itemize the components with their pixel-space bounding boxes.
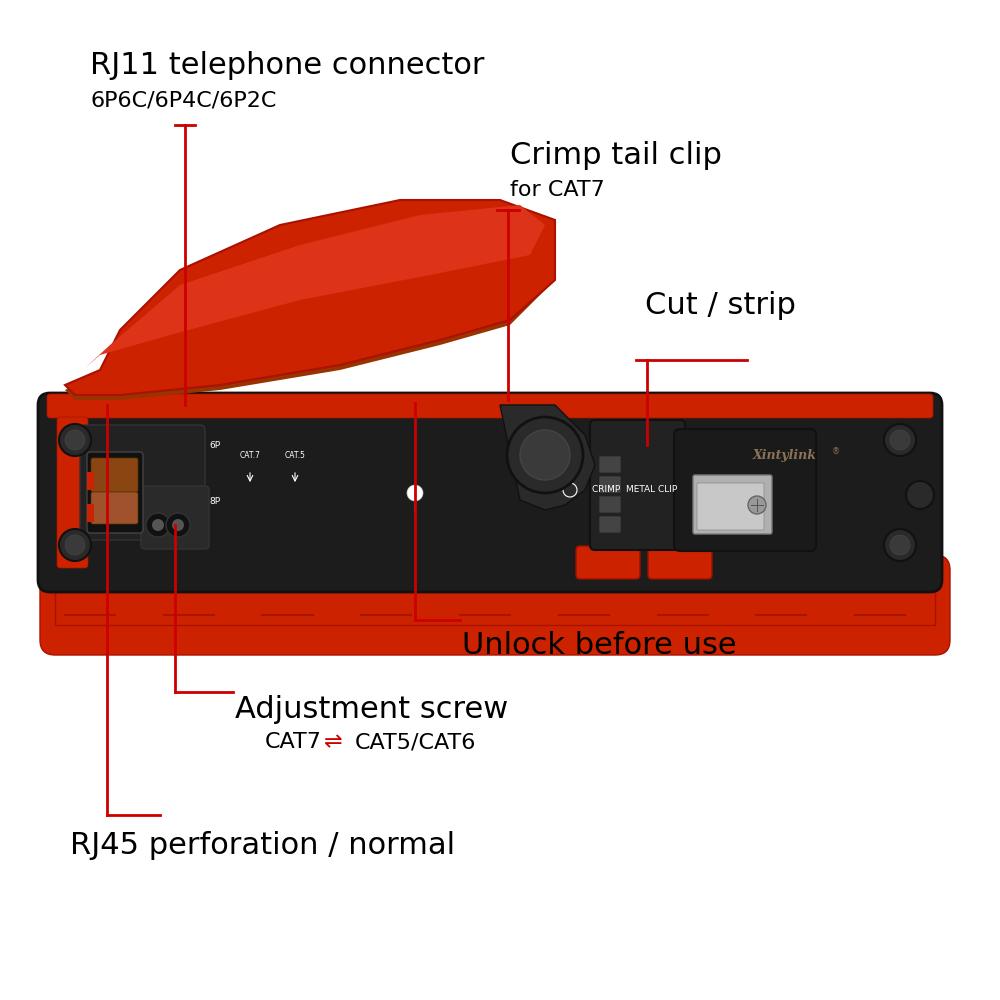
Circle shape [152, 519, 164, 531]
FancyBboxPatch shape [697, 483, 764, 530]
Text: RJ45 perforation / normal: RJ45 perforation / normal [70, 830, 455, 859]
FancyBboxPatch shape [674, 429, 816, 551]
FancyBboxPatch shape [87, 452, 143, 533]
Text: 6P6C/6P4C/6P2C: 6P6C/6P4C/6P2C [90, 90, 276, 110]
Circle shape [146, 513, 170, 537]
Polygon shape [55, 580, 935, 625]
Text: Crimp tail clip: Crimp tail clip [510, 140, 722, 169]
Circle shape [65, 430, 85, 450]
FancyBboxPatch shape [91, 458, 138, 492]
FancyBboxPatch shape [648, 546, 712, 579]
Text: Cut / strip: Cut / strip [645, 290, 796, 320]
FancyBboxPatch shape [40, 555, 950, 655]
Circle shape [59, 424, 91, 456]
Circle shape [890, 535, 910, 555]
Circle shape [65, 535, 85, 555]
Circle shape [748, 496, 766, 514]
Text: CAT7: CAT7 [265, 732, 322, 752]
Circle shape [890, 430, 910, 450]
FancyBboxPatch shape [599, 516, 621, 533]
Bar [87, 472, 94, 490]
Polygon shape [85, 205, 545, 368]
Circle shape [520, 430, 570, 480]
FancyBboxPatch shape [141, 486, 209, 549]
FancyBboxPatch shape [80, 425, 205, 540]
Bar [87, 504, 94, 522]
Text: Unlock before use: Unlock before use [462, 631, 737, 660]
Circle shape [407, 485, 423, 501]
FancyBboxPatch shape [590, 420, 685, 550]
Polygon shape [500, 405, 595, 510]
Circle shape [884, 424, 916, 456]
Text: CRIMP  METAL CLIP: CRIMP METAL CLIP [592, 486, 678, 494]
FancyBboxPatch shape [576, 546, 640, 579]
FancyBboxPatch shape [599, 456, 621, 473]
FancyBboxPatch shape [599, 496, 621, 513]
Text: CAT.7: CAT.7 [240, 450, 260, 460]
Text: RJ11 telephone connector: RJ11 telephone connector [90, 50, 484, 80]
Text: 6P: 6P [209, 440, 221, 450]
FancyBboxPatch shape [47, 394, 933, 418]
Text: CAT5/CAT6: CAT5/CAT6 [355, 732, 476, 752]
Text: CAT.5: CAT.5 [285, 450, 305, 460]
FancyBboxPatch shape [599, 476, 621, 493]
Circle shape [884, 529, 916, 561]
Text: ®: ® [832, 448, 840, 456]
FancyBboxPatch shape [91, 492, 138, 524]
Polygon shape [65, 200, 555, 395]
Circle shape [59, 529, 91, 561]
Text: 8P: 8P [209, 497, 221, 506]
Circle shape [906, 481, 934, 509]
Text: Xintylink: Xintylink [753, 448, 817, 462]
FancyBboxPatch shape [693, 475, 772, 534]
Polygon shape [65, 280, 555, 400]
Circle shape [166, 513, 190, 537]
Text: for CAT7: for CAT7 [510, 180, 605, 200]
Text: Adjustment screw: Adjustment screw [235, 696, 508, 724]
Text: ⇌: ⇌ [324, 732, 342, 752]
Circle shape [172, 519, 184, 531]
FancyBboxPatch shape [57, 417, 88, 568]
Circle shape [507, 417, 583, 493]
FancyBboxPatch shape [38, 393, 942, 592]
